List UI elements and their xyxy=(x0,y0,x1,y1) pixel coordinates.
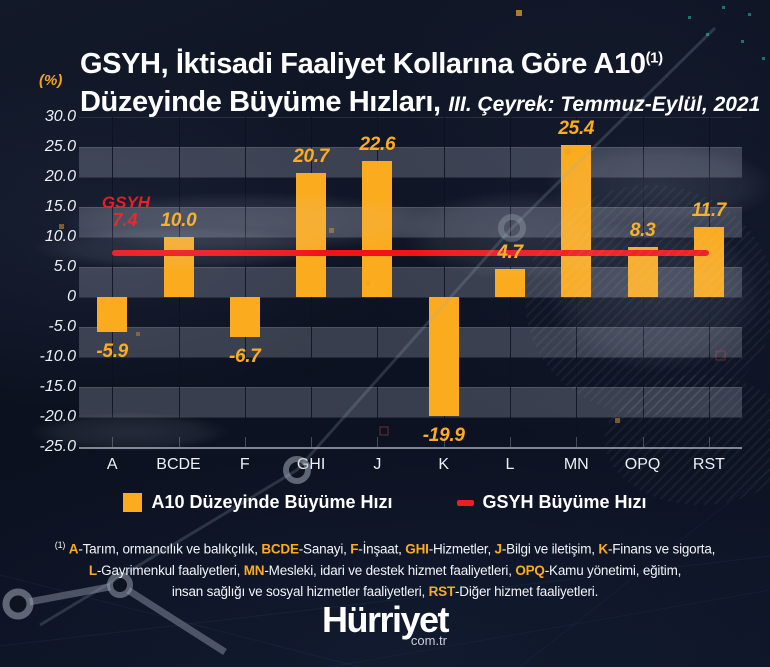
bar-value-label: 25.4 xyxy=(558,117,595,139)
axis-tick xyxy=(112,437,114,447)
chart-title: GSYH, İktisadi Faaliyet Kollarına Göre A… xyxy=(80,45,760,124)
chart-legend: A10 Düzeyinde Büyüme Hızı GSYH Büyüme Hı… xyxy=(0,492,770,513)
x-axis-label: J xyxy=(373,456,382,473)
y-axis-tick-label: 15.0 xyxy=(44,198,76,215)
gridline-horizontal xyxy=(79,387,742,388)
bar-J xyxy=(362,161,393,297)
axis-tick xyxy=(244,437,246,447)
x-axis-label: L xyxy=(505,456,515,473)
title-line2: Düzeyinde Büyüme Hızları, xyxy=(80,86,441,119)
y-axis-tick-label: 25.0 xyxy=(44,138,76,155)
y-axis-tick-label: 20.0 xyxy=(44,168,76,185)
bar-A xyxy=(97,297,128,333)
axis-tick xyxy=(576,437,578,447)
gridline-horizontal xyxy=(79,447,742,449)
line-swatch-icon xyxy=(456,499,474,506)
axis-tick xyxy=(311,437,313,447)
title-footnote-marker: (1) xyxy=(645,49,664,67)
footnote-line: L-Gayrimenkul faaliyetleri, MN-Mesleki, … xyxy=(88,562,682,578)
x-axis-label: MN xyxy=(563,456,589,473)
bar-value-label: -6.7 xyxy=(229,346,261,368)
gridline-horizontal xyxy=(79,117,742,118)
hurriyet-logo-text: Hürriyet xyxy=(321,599,450,640)
axis-tick xyxy=(178,437,180,447)
bar-value-label: 8.3 xyxy=(629,220,656,242)
y-axis-tick-label: 5.0 xyxy=(53,258,76,275)
bar-value-label: 4.7 xyxy=(497,241,523,263)
gridline-horizontal xyxy=(79,177,742,178)
footnote-line: insan sağlığı ve sosyal hizmetler faaliy… xyxy=(171,583,599,599)
footnote: (1) A-Tarım, ormancılık ve balıkçılık, B… xyxy=(0,535,770,602)
legend-item-a10: A10 Düzeyinde Büyüme Hızı xyxy=(123,492,393,513)
bar-value-label: -5.9 xyxy=(96,341,128,363)
gridline-vertical xyxy=(112,117,114,447)
unit-label: (%) xyxy=(39,72,63,89)
bar-K xyxy=(428,297,459,417)
bar-F xyxy=(229,297,260,338)
axis-tick xyxy=(510,437,511,447)
gridline-horizontal xyxy=(79,297,742,298)
y-axis-tick-label: 10.0 xyxy=(44,228,76,245)
gridline-horizontal xyxy=(79,357,742,358)
legend-label-a10: A10 Düzeyinde Büyüme Hızı xyxy=(151,492,393,512)
axis-tick xyxy=(708,437,710,447)
title-line1: GSYH, İktisadi Faaliyet Kollarına Göre A… xyxy=(80,48,646,81)
x-axis-label: F xyxy=(239,456,250,473)
x-axis-label: BCDE xyxy=(156,456,201,473)
bar-value-label: 11.7 xyxy=(691,199,727,221)
y-axis-tick-label: -20.0 xyxy=(39,408,76,425)
y-axis-tick-label: -10.0 xyxy=(39,348,76,365)
x-axis-label: GHI xyxy=(296,456,326,473)
x-axis-label: K xyxy=(438,456,450,473)
axis-tick xyxy=(642,437,644,447)
bar-GHI xyxy=(296,172,327,297)
legend-label-gsyh: GSYH Büyüme Hızı xyxy=(482,492,647,512)
x-axis-label: A xyxy=(106,456,118,473)
gridline-horizontal xyxy=(79,327,742,328)
y-axis-tick-label: -5.0 xyxy=(48,318,76,335)
y-axis-tick-label: 0 xyxy=(67,288,76,305)
axis-tick xyxy=(377,437,379,447)
bar-L xyxy=(495,268,525,297)
gridline-horizontal xyxy=(79,147,742,148)
bar-RST xyxy=(693,226,724,297)
bar-value-label: 20.7 xyxy=(293,145,329,167)
bar-swatch-icon xyxy=(123,493,143,512)
y-axis-tick-label: -15.0 xyxy=(39,378,76,395)
y-axis-tick-label: -25.0 xyxy=(39,438,76,455)
bar-value-label: 22.6 xyxy=(359,134,396,156)
gsyh-annotation-value: 7.4 xyxy=(112,210,138,230)
gridline-vertical xyxy=(443,117,445,447)
gridline-vertical xyxy=(244,117,246,447)
y-axis-tick-label: 30.0 xyxy=(44,108,76,125)
x-axis-label: RST xyxy=(692,456,725,473)
hurriyet-logo-inner: Hürriyet com.tr xyxy=(321,599,450,649)
x-axis-label: OPQ xyxy=(624,456,661,473)
legend-item-gsyh: GSYH Büyüme Hızı xyxy=(456,492,647,513)
gridline-horizontal xyxy=(79,417,742,418)
gsyh-reference-line xyxy=(112,249,709,256)
footnote-line: (1) A-Tarım, ormancılık ve balıkçılık, B… xyxy=(54,540,716,557)
bar-MN xyxy=(561,144,592,297)
hurriyet-logo: Hürriyet com.tr xyxy=(0,601,770,650)
axis-tick xyxy=(443,437,445,447)
hurriyet-logo-domain: com.tr xyxy=(410,633,448,648)
title-period: III. Çeyrek: Temmuz-Eylül, 2021 xyxy=(448,93,761,117)
bar-BCDE xyxy=(163,237,194,297)
bar-value-label: -19.9 xyxy=(422,425,465,447)
